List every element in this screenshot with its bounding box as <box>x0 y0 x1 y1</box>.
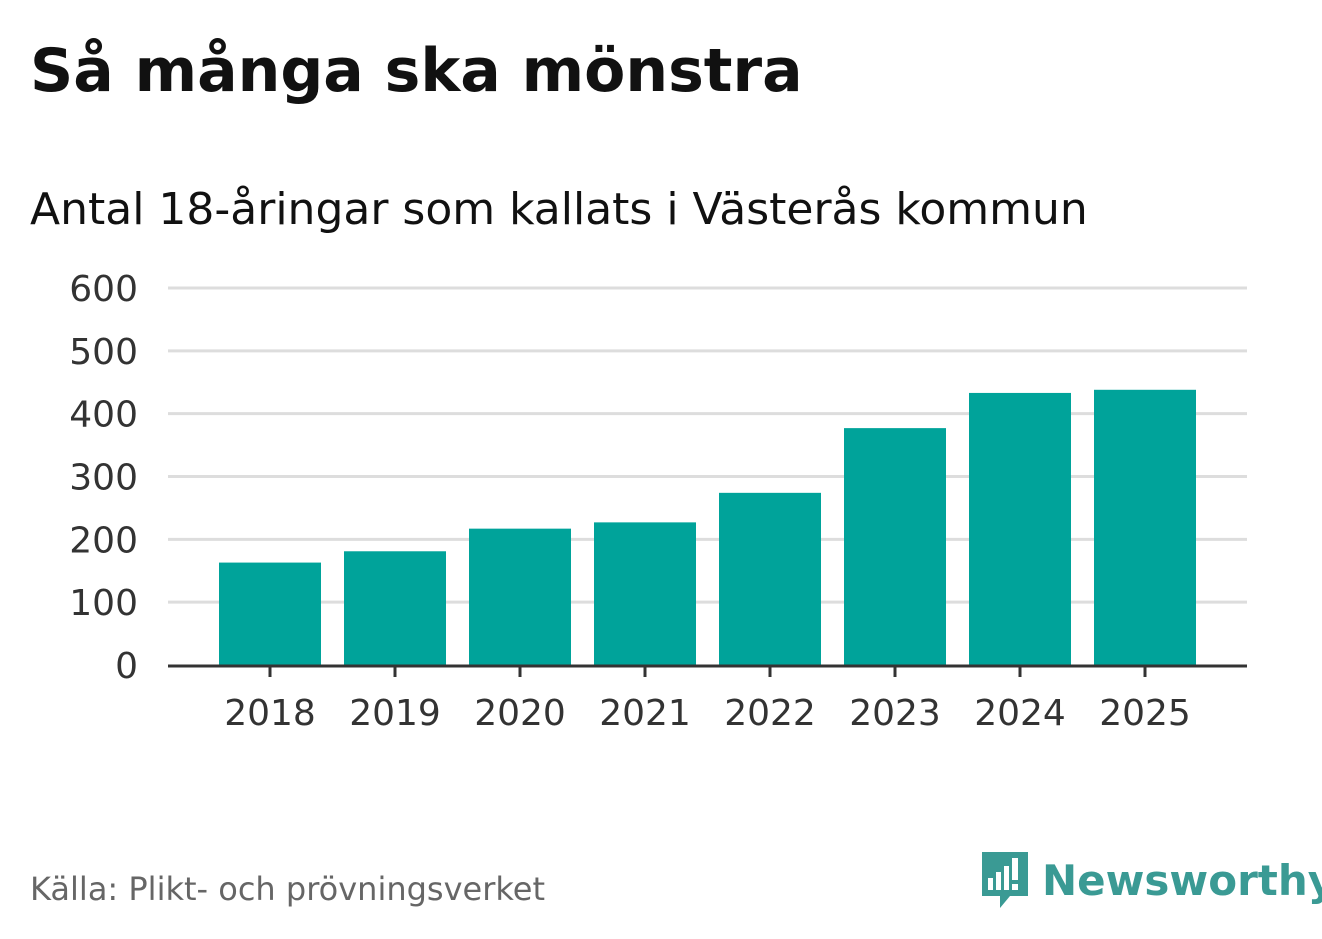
brand-name: Newsworthy <box>1042 855 1322 905</box>
y-axis-ticks: 0 100 200 300 400 500 600 <box>69 269 138 687</box>
y-tick-label: 0 <box>115 646 138 687</box>
brand-logo: Newsworthy <box>980 850 1322 910</box>
x-tick-label: 2018 <box>224 693 316 734</box>
x-tick-label: 2021 <box>599 693 691 734</box>
chart-title: Så många ska mönstra <box>30 36 803 106</box>
chart-subtitle: Antal 18-åringar som kallats i Västerås … <box>30 184 1088 235</box>
bar-2019 <box>344 551 446 665</box>
y-tick-label: 400 <box>69 395 138 436</box>
source-note: Källa: Plikt- och prövningsverket <box>30 870 545 908</box>
bars <box>219 389 1196 665</box>
x-tick-label: 2024 <box>974 693 1066 734</box>
x-tick-label: 2019 <box>349 693 441 734</box>
y-tick-label: 500 <box>69 332 138 373</box>
newsworthy-logo-icon <box>982 852 1028 908</box>
y-tick-label: 100 <box>69 583 138 624</box>
y-tick-label: 600 <box>69 269 138 310</box>
bar-2024 <box>969 392 1071 665</box>
bar-2018 <box>219 562 321 665</box>
y-tick-label: 300 <box>69 458 138 499</box>
grid-lines <box>168 286 1247 604</box>
bar-2023 <box>844 428 946 665</box>
x-axis-ticks: 2018 2019 2020 2021 2022 2023 2024 2025 <box>224 666 1191 734</box>
bar-2025 <box>1094 389 1196 665</box>
x-tick-label: 2020 <box>474 693 566 734</box>
bar-2021 <box>594 522 696 665</box>
x-tick-label: 2022 <box>724 693 816 734</box>
x-tick-label: 2023 <box>849 693 941 734</box>
bar-2020 <box>469 528 571 665</box>
x-tick-label: 2025 <box>1099 693 1191 734</box>
bar-2022 <box>719 492 821 665</box>
y-tick-label: 200 <box>69 520 138 561</box>
